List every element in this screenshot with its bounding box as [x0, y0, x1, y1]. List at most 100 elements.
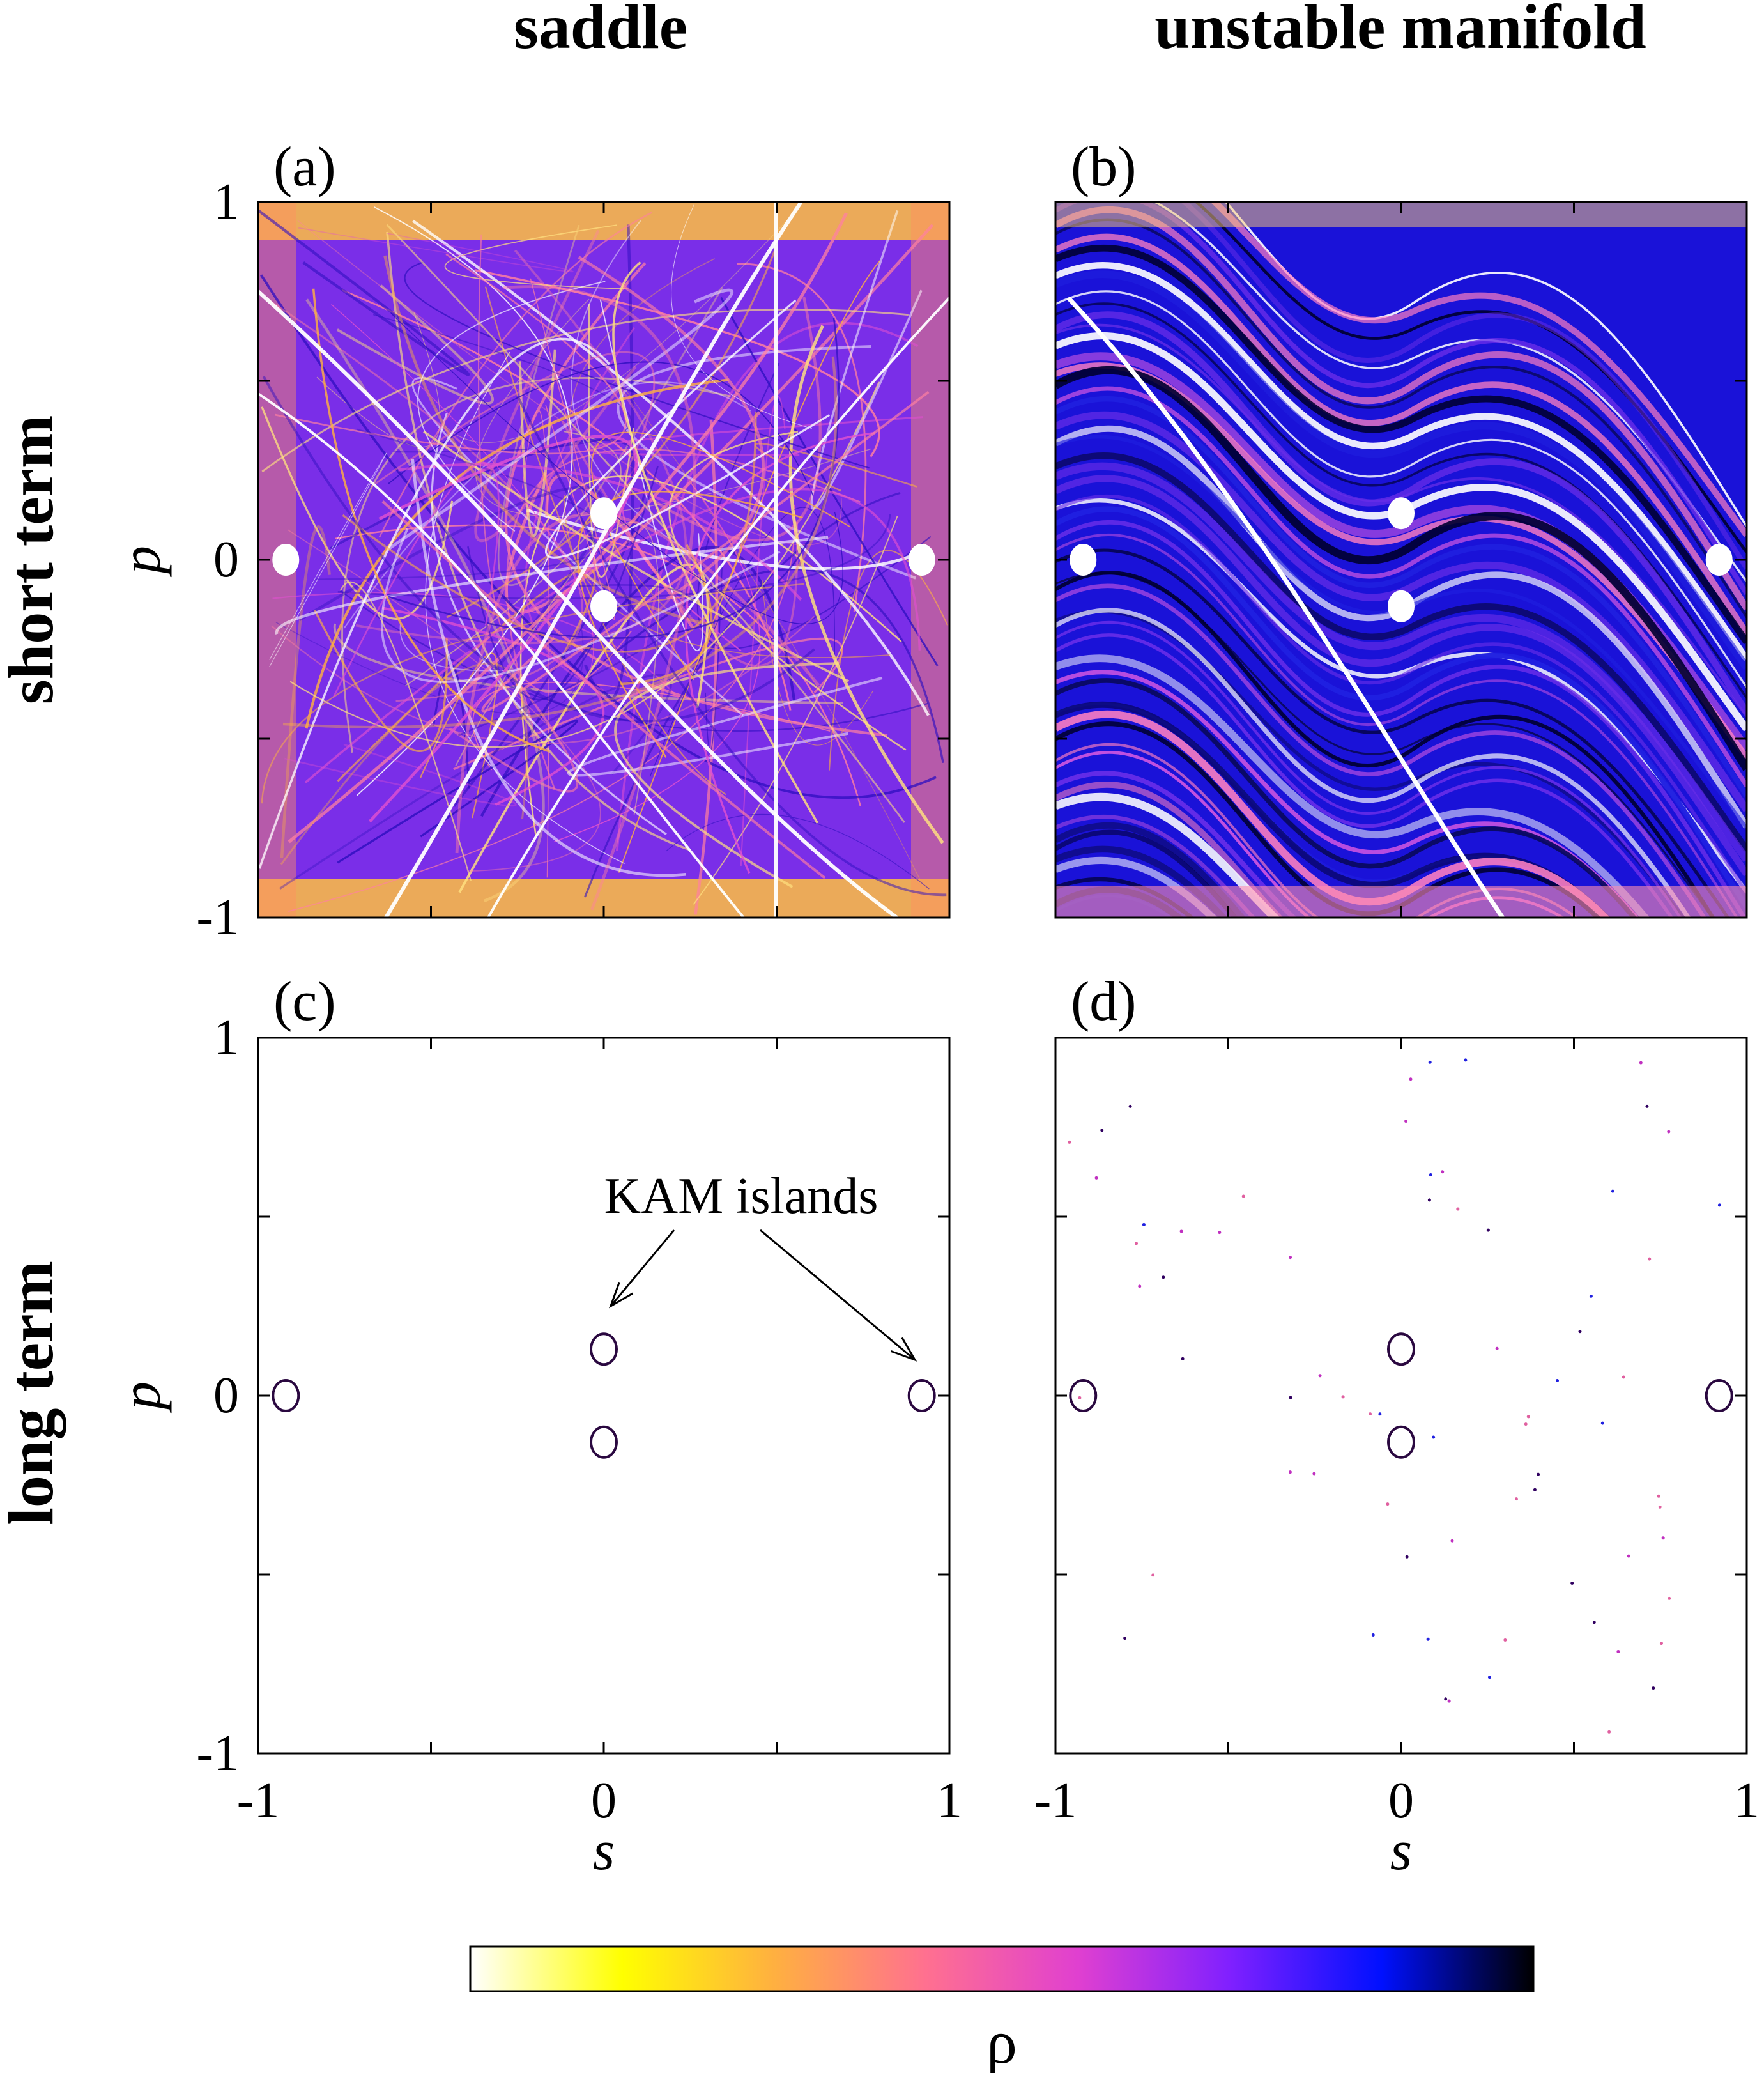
density-filament [381, 606, 605, 806]
scatter-point [1312, 1472, 1316, 1476]
scatter-point [1289, 1256, 1292, 1260]
density-filament [280, 662, 528, 865]
scatter-point [1659, 1642, 1663, 1645]
density-filament [381, 500, 826, 879]
scatter-point [1503, 1638, 1507, 1642]
density-filament [331, 304, 594, 692]
density-filament [544, 299, 830, 559]
density-filament [280, 525, 331, 858]
density-filament [339, 581, 472, 881]
scatter-point [1162, 1275, 1165, 1279]
density-filament [298, 227, 574, 273]
density-filament [1055, 701, 1611, 918]
scatter-point [1555, 1379, 1559, 1383]
x-tick-label: -1 [237, 1773, 280, 1829]
density-filament [578, 256, 765, 600]
scatter-point [1611, 1189, 1614, 1193]
y-tick-label: -1 [196, 1725, 239, 1782]
density-filament [398, 463, 802, 601]
kam-island [907, 1379, 936, 1412]
kam-island-markers [272, 497, 1733, 1459]
kam-island [590, 1425, 618, 1459]
x-tick-label: 1 [1734, 1773, 1760, 1829]
density-filament [288, 212, 848, 844]
density-filament [620, 382, 922, 882]
scatter-point [1405, 1555, 1409, 1559]
density-filament [1055, 233, 1747, 635]
density-filament [269, 452, 387, 668]
density-filament [312, 288, 549, 753]
density-filament [1055, 678, 1637, 918]
density-filament [378, 212, 653, 537]
y-tick-label: 1 [213, 1010, 239, 1066]
density-filament [810, 210, 923, 510]
scatter-point [1369, 1412, 1372, 1416]
density-filament [516, 396, 947, 897]
density-filament [454, 521, 659, 815]
density-filament [567, 676, 883, 777]
scatter-point [1378, 1412, 1382, 1416]
density-filament [1055, 462, 1747, 862]
column-title-saddle: saddle [514, 0, 687, 62]
density-filament [1055, 548, 1730, 918]
x-tick-label: 0 [1388, 1773, 1414, 1829]
density-filament [261, 406, 454, 620]
density-filament [258, 209, 470, 376]
kam-islands-annotation: KAM islands [604, 1168, 878, 1224]
y-axis-label-top: p [111, 546, 173, 578]
scatter-point [1218, 1231, 1222, 1235]
scatter-point [1658, 1505, 1662, 1509]
y-axis-label-bottom: p [111, 1382, 173, 1414]
density-filament [314, 428, 611, 580]
scatter-point [1627, 1554, 1630, 1558]
scatter-point [1450, 1539, 1454, 1543]
density-filament [1055, 245, 1747, 645]
density-filament [411, 219, 930, 716]
density-filament [261, 308, 909, 473]
axis-ticks [257, 201, 1748, 1755]
density-filament [337, 719, 578, 864]
density-filament [369, 435, 638, 823]
scatter-point [1404, 1120, 1408, 1123]
scatter-point [1652, 1686, 1655, 1690]
y-tick-label: 0 [213, 1368, 239, 1424]
density-filament [1055, 743, 1579, 918]
density-filament [1055, 311, 1747, 714]
bright-filament [258, 392, 745, 918]
kam-island [590, 1332, 618, 1366]
scatter-point [1386, 1502, 1390, 1506]
density-filament [474, 229, 637, 543]
panel-b-density-texture [1055, 202, 1747, 918]
density-filament [671, 204, 812, 429]
scatter-point [1533, 1488, 1537, 1491]
density-filament [618, 259, 881, 873]
density-filament [1055, 792, 1280, 918]
density-filament [554, 482, 761, 842]
kam-island [1388, 497, 1415, 530]
scatter-point [1289, 1396, 1292, 1399]
panel-d-scatter-points [1068, 1058, 1721, 1734]
density-filament [261, 583, 804, 804]
scatter-point [1078, 1396, 1082, 1399]
density-filament [1055, 815, 1256, 918]
density-filament [1055, 822, 1246, 918]
density-filament [260, 274, 937, 799]
density-filament [829, 550, 948, 771]
scatter-point [1616, 1649, 1620, 1653]
scatter-point [1526, 1415, 1530, 1419]
density-filament [335, 524, 861, 806]
scatter-point [1464, 1058, 1468, 1062]
annotation-arrowhead [609, 1281, 634, 1309]
scatter-point [1100, 1129, 1104, 1132]
kam-island [1388, 590, 1415, 622]
scatter-point [1495, 1346, 1499, 1350]
kam-island [272, 1379, 300, 1412]
scatter-point [1447, 1699, 1451, 1703]
scatter-point [1429, 1173, 1432, 1176]
density-filament [314, 610, 448, 752]
kam-island [1070, 544, 1097, 576]
density-filament [1179, 202, 1747, 570]
density-filament [580, 567, 944, 764]
density-filament [1055, 583, 1707, 918]
